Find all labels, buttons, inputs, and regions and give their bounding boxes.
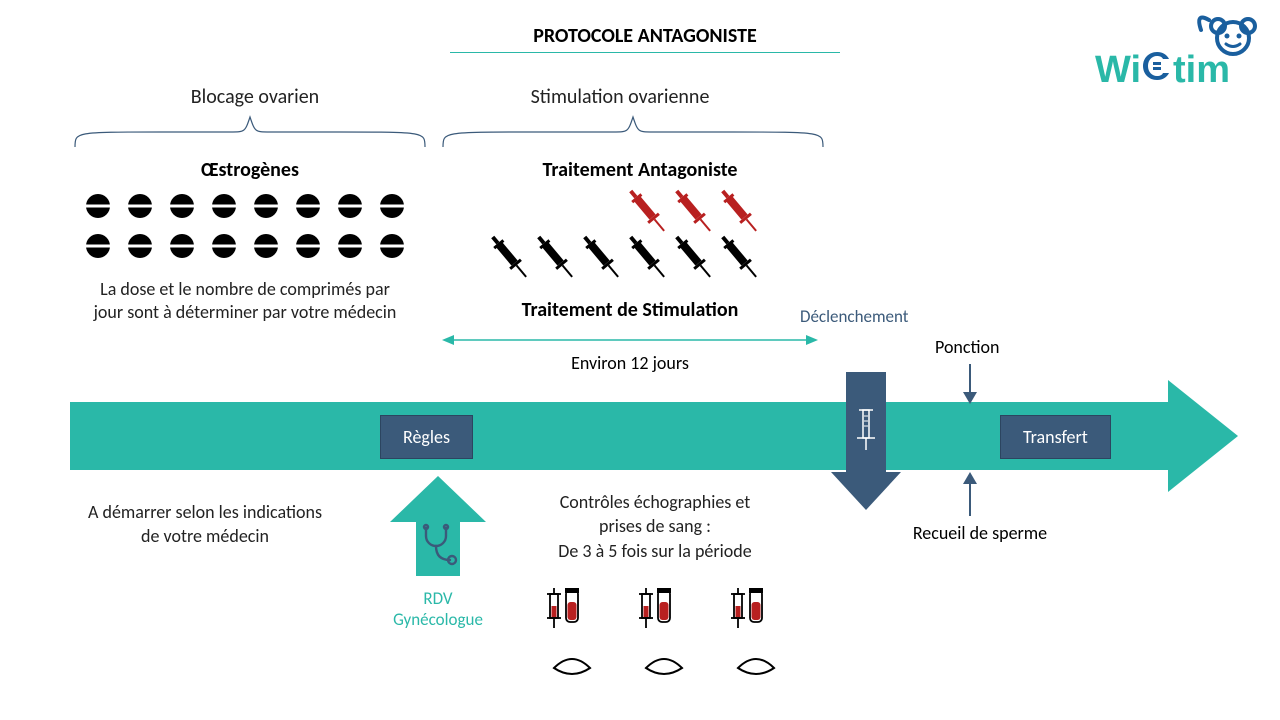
recueil-arrow-icon	[960, 470, 980, 516]
logo: Wi tim	[1095, 10, 1265, 80]
stimulation-heading: Traitement de Stimulation	[470, 298, 790, 322]
transfert-box: Transfert	[1000, 415, 1111, 459]
declenchement-label: Déclenchement	[800, 306, 908, 327]
rdv-arrow-icon	[388, 476, 488, 586]
recueil-label: Recueil de sperme	[900, 522, 1060, 544]
controles-l3: De 3 à 5 fois sur la période	[558, 540, 751, 562]
rdv-label: RDV Gynécologue	[378, 588, 498, 631]
stimulation-duration-arrow	[440, 330, 820, 350]
oestrogenes-heading: Œstrogènes	[120, 158, 380, 182]
title-underline	[450, 52, 840, 53]
page-title: PROTOCOLE ANTAGONISTE	[470, 24, 820, 48]
timeline-arrowhead	[1168, 380, 1238, 492]
phase-blocage-label: Blocage ovarien	[130, 85, 380, 109]
controles-l1: Contrôles échographies et	[560, 491, 751, 513]
brace-blocage	[70, 112, 430, 152]
controles-text: Contrôles échographies et prises de sang…	[510, 490, 800, 563]
svg-text:tim: tim	[1173, 49, 1230, 90]
svg-text:Wi: Wi	[1095, 49, 1141, 90]
pills-grid	[80, 188, 420, 273]
controles-icons	[530, 580, 810, 705]
regles-box: Règles	[380, 415, 473, 459]
phase-stimulation-label: Stimulation ovarienne	[480, 85, 760, 109]
syringes-group	[480, 186, 800, 291]
demarrer-note: A démarrer selon les indications de votr…	[80, 500, 330, 549]
rdv-line1: RDV	[423, 588, 452, 609]
controles-l2: prises de sang :	[599, 515, 711, 537]
oestrogenes-note: La dose et le nombre de comprimés par jo…	[90, 278, 400, 325]
ponction-label: Ponction	[935, 336, 999, 358]
brace-stimulation	[438, 112, 828, 152]
rdv-line2: Gynécologue	[393, 609, 483, 630]
stimulation-duration-label: Environ 12 jours	[520, 352, 740, 374]
declenchement-arrow-icon	[826, 372, 906, 522]
antagoniste-heading: Traitement Antagoniste	[490, 158, 790, 182]
ponction-arrow-icon	[960, 362, 980, 404]
